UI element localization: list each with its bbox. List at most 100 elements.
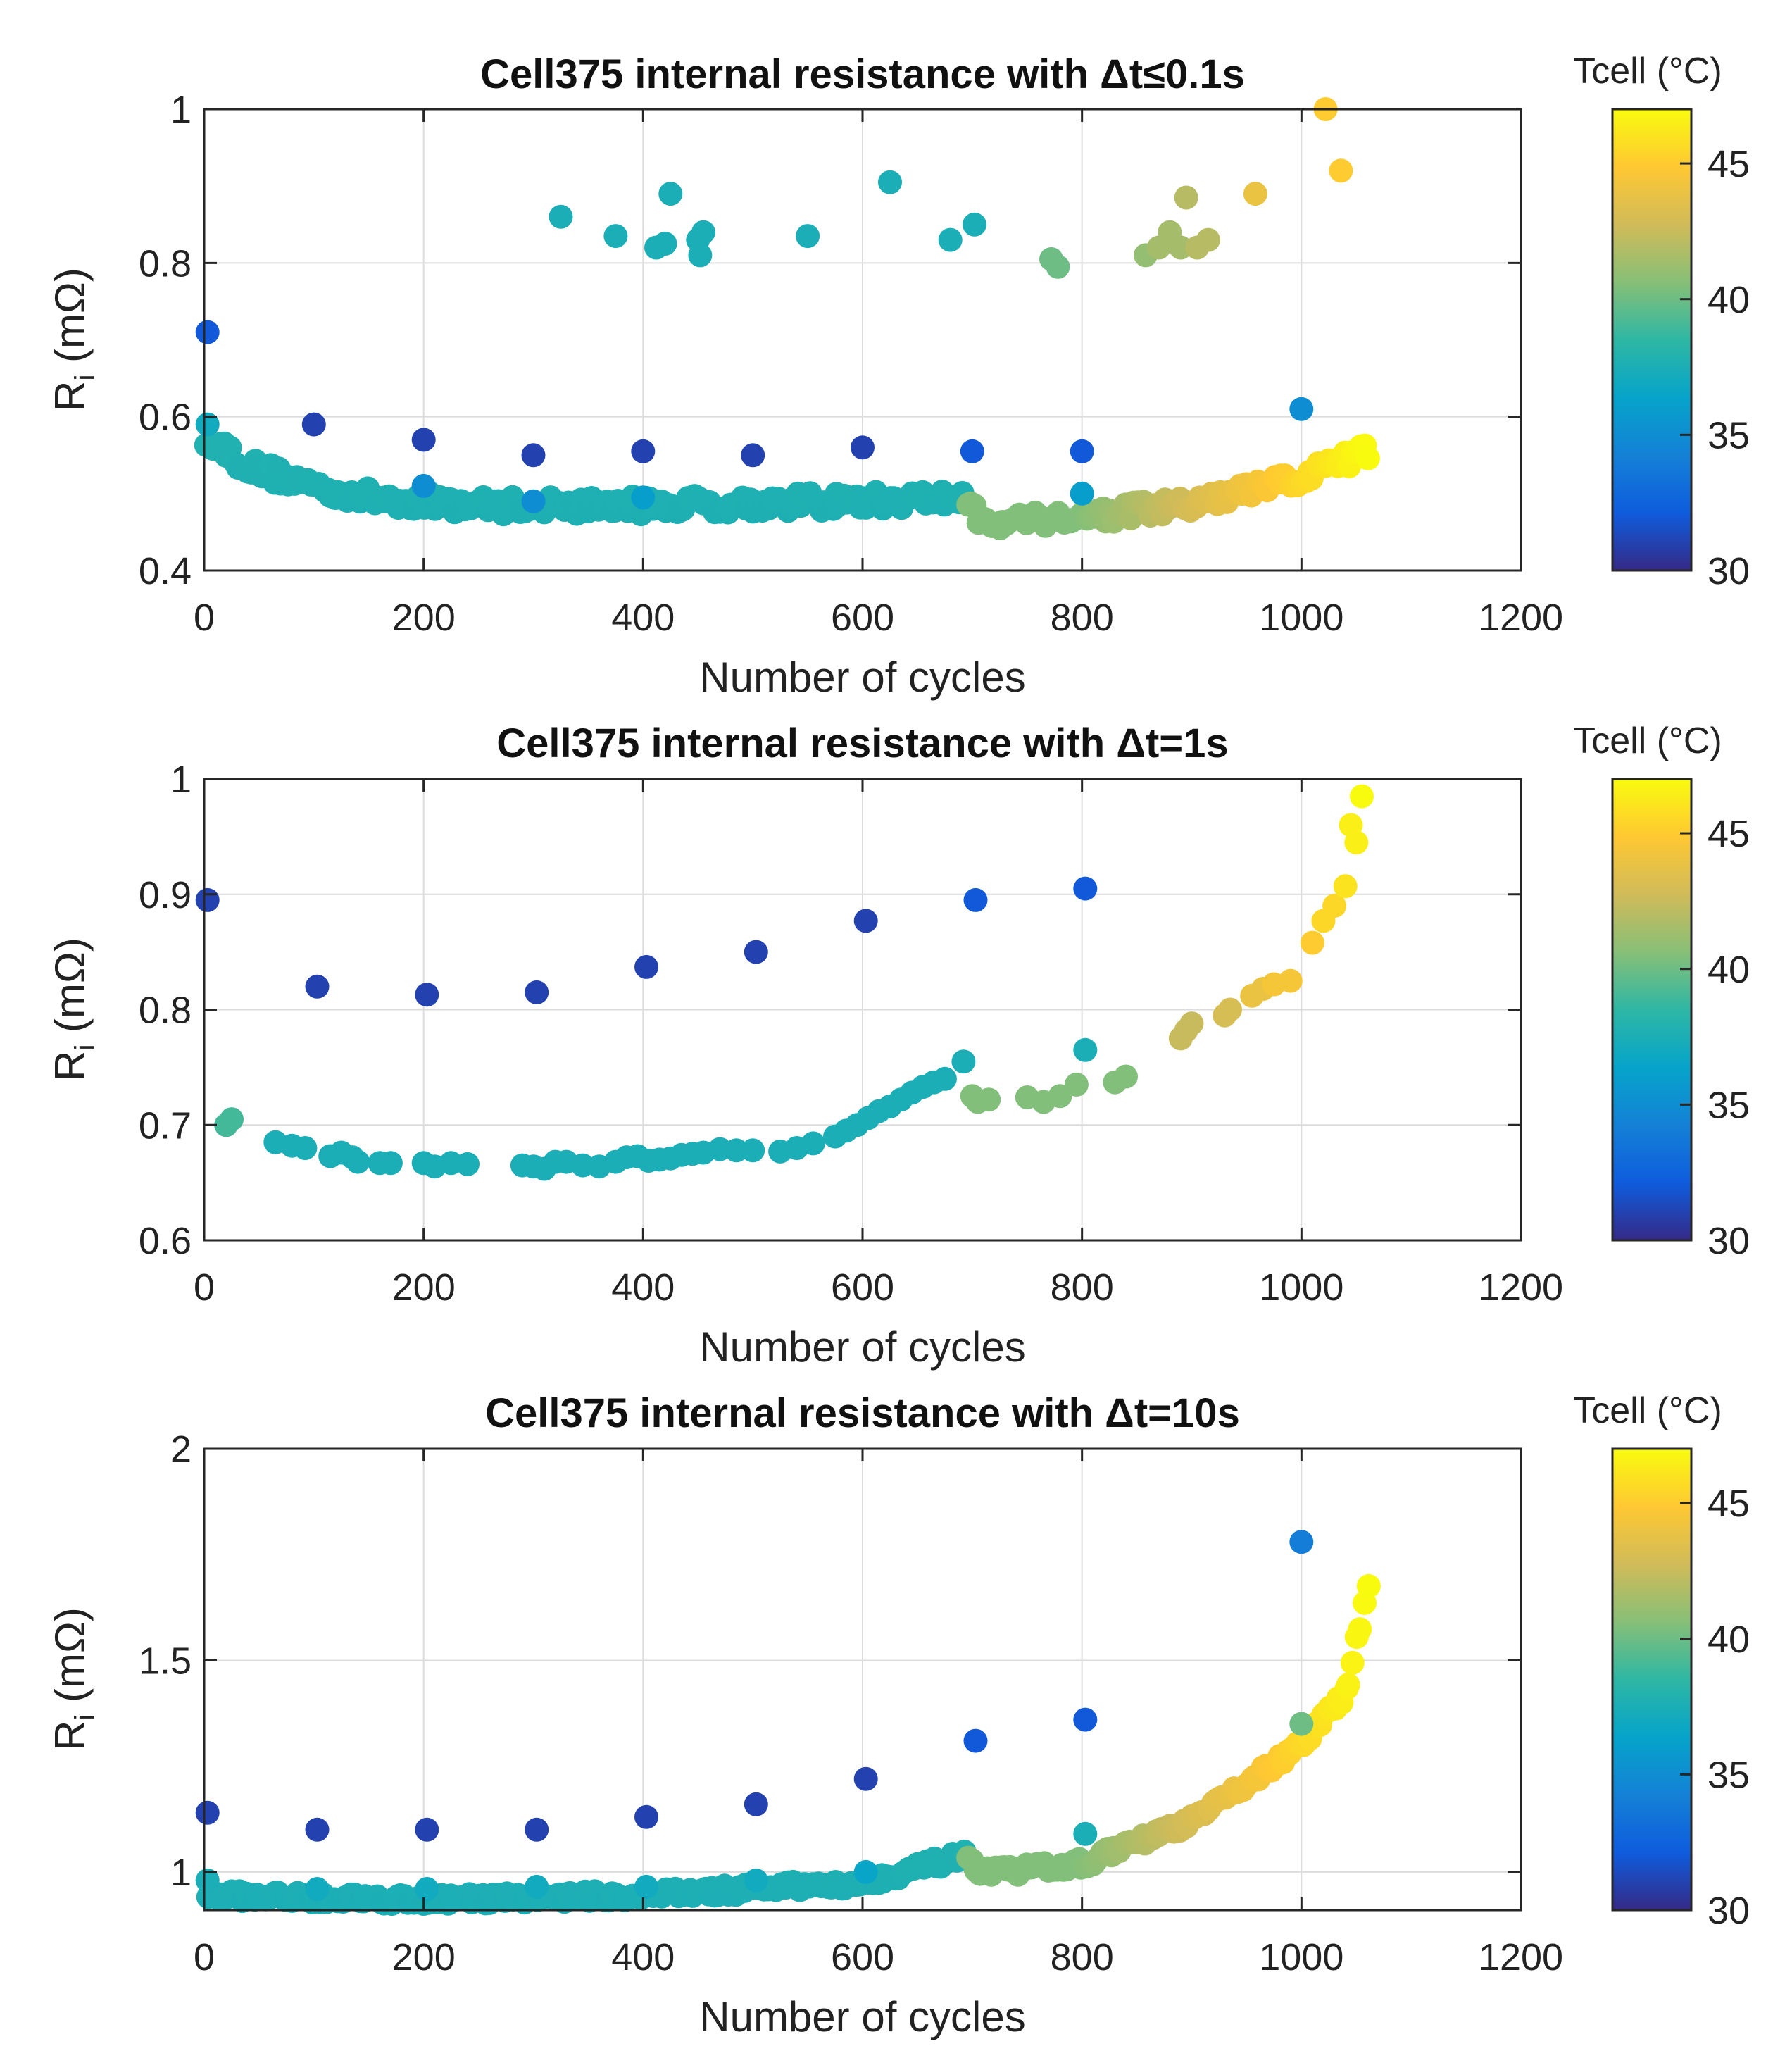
x-tick-label: 1000 <box>1259 597 1343 639</box>
panel-1-title: Cell375 internal resistance with Δt≤0.1s <box>480 51 1245 97</box>
y-label-unit: (mΩ) <box>46 268 94 374</box>
panel-2-y-tick-labels: 0.6 0.7 0.8 0.9 1 <box>139 759 192 1262</box>
x-tick-label: 200 <box>392 1266 456 1309</box>
scatter-point <box>1333 874 1358 899</box>
scatter-point <box>796 224 820 249</box>
scatter-point <box>938 227 963 252</box>
scatter-point <box>1278 968 1303 993</box>
panel-2-points <box>195 784 1374 1181</box>
scatter-point <box>1350 784 1374 809</box>
colorbar-tick-label: 30 <box>1708 1890 1750 1932</box>
x-tick-label: 0 <box>194 597 215 639</box>
scatter-point <box>691 220 715 244</box>
x-tick-label: 600 <box>831 597 894 639</box>
panel-1-y-tick-labels: 0.4 0.6 0.8 1 <box>139 89 192 592</box>
scatter-point <box>853 909 878 933</box>
scatter-point <box>1243 182 1267 206</box>
scatter-point <box>932 1066 957 1091</box>
panel-1-y-axis-label: Ri (mΩ) <box>46 268 101 411</box>
y-tick-label: 1.5 <box>139 1640 192 1683</box>
panel-1: Cell375 internal resistance with Δt≤0.1s… <box>46 51 1750 701</box>
panel-3-colorbar: Tcell (°C) 30 35 40 45 <box>1573 1390 1750 1932</box>
scatter-point <box>744 940 768 964</box>
panel-3-ticks <box>203 1447 1522 1910</box>
scatter-point <box>1174 185 1198 210</box>
scatter-point <box>549 204 573 229</box>
panel-3-x-tick-labels: 0 200 400 600 800 1000 1200 <box>194 1936 1563 1978</box>
scatter-point <box>688 243 713 268</box>
scatter-point <box>963 212 986 237</box>
scatter-point <box>195 412 220 437</box>
colorbar-tick-label: 40 <box>1708 279 1750 321</box>
colorbar-tick-label: 35 <box>1708 414 1750 456</box>
scatter-point <box>1348 1617 1372 1642</box>
scatter-point <box>293 1136 318 1160</box>
panel-2-x-axis-label: Number of cycles <box>699 1323 1025 1371</box>
scatter-point <box>411 428 436 452</box>
colorbar-tick-label: 45 <box>1708 143 1750 185</box>
y-tick-label: 0.7 <box>139 1104 192 1147</box>
scatter-point <box>741 1138 765 1163</box>
panel-3-y-tick-labels: 1 1.5 2 <box>139 1428 192 1894</box>
panel-1-colorbar: Tcell (°C) 30 35 40 45 <box>1573 51 1750 592</box>
panel-1-x-axis-label: Number of cycles <box>699 654 1025 701</box>
panel-1-x-tick-labels: 0 200 400 600 800 1000 1200 <box>194 597 1563 639</box>
y-label-subscript: i <box>70 1714 101 1721</box>
x-tick-label: 0 <box>194 1936 215 1978</box>
y-label-main: R <box>46 1051 94 1081</box>
x-tick-label: 0 <box>194 1266 215 1309</box>
scatter-point <box>1073 1821 1098 1846</box>
panel-1-ticks <box>203 108 1522 572</box>
colorbar-ticks <box>1680 832 1691 1242</box>
scatter-point <box>851 435 875 460</box>
scatter-point <box>1168 235 1193 260</box>
scatter-point <box>1300 930 1324 955</box>
scatter-point <box>1196 227 1220 252</box>
scatter-point <box>415 1877 439 1901</box>
scatter-point <box>963 1728 988 1753</box>
scatter-point <box>1073 1707 1098 1732</box>
panel-3-points <box>195 1530 1381 1916</box>
panel-3-y-axis-label: Ri (mΩ) <box>46 1607 101 1751</box>
scatter-point <box>415 1817 439 1842</box>
scatter-point <box>1064 1072 1089 1097</box>
panel-3-x-axis-label: Number of cycles <box>699 1993 1025 2040</box>
scatter-point <box>631 485 656 510</box>
scatter-point <box>415 983 439 1007</box>
scatter-point <box>1179 1011 1204 1036</box>
colorbar-label: Tcell (°C) <box>1573 721 1722 761</box>
scatter-point <box>305 974 330 999</box>
colorbar-gradient <box>1611 778 1693 1242</box>
scatter-point <box>878 170 902 194</box>
scatter-point <box>525 980 549 1004</box>
y-tick-label: 1 <box>170 89 192 131</box>
panel-2-title: Cell375 internal resistance with Δt=1s <box>496 721 1228 766</box>
panel-2-x-tick-labels: 0 200 400 600 800 1000 1200 <box>194 1266 1563 1309</box>
colorbar-tick-label: 45 <box>1708 1483 1750 1525</box>
colorbar-gradient <box>1611 108 1693 572</box>
x-tick-label: 1000 <box>1259 1266 1343 1309</box>
scatter-point <box>801 1131 825 1156</box>
y-label-main: R <box>46 1721 94 1751</box>
panel-2: Cell375 internal resistance with Δt=1s 0… <box>46 721 1750 1371</box>
y-tick-label: 0.6 <box>139 397 192 439</box>
scatter-point <box>195 887 220 912</box>
x-tick-label: 400 <box>611 1266 675 1309</box>
colorbar-tick-label: 40 <box>1708 1619 1750 1661</box>
scatter-point <box>1336 1673 1360 1697</box>
panel-2-colorbar: Tcell (°C) 30 35 40 45 <box>1573 721 1750 1262</box>
colorbar-tick-label: 30 <box>1708 1220 1750 1262</box>
x-tick-label: 400 <box>611 1936 675 1978</box>
x-tick-label: 400 <box>611 597 675 639</box>
y-tick-label: 0.8 <box>139 242 192 285</box>
x-tick-label: 1200 <box>1479 1266 1563 1309</box>
y-label-unit: (mΩ) <box>46 1607 94 1714</box>
x-tick-label: 800 <box>1051 1936 1114 1978</box>
scatter-point <box>195 320 220 344</box>
x-tick-label: 600 <box>831 1936 894 1978</box>
scatter-point <box>724 1138 748 1163</box>
colorbar-ticks <box>1680 1502 1691 1912</box>
scatter-point <box>1289 397 1314 421</box>
scatter-point <box>521 443 546 468</box>
